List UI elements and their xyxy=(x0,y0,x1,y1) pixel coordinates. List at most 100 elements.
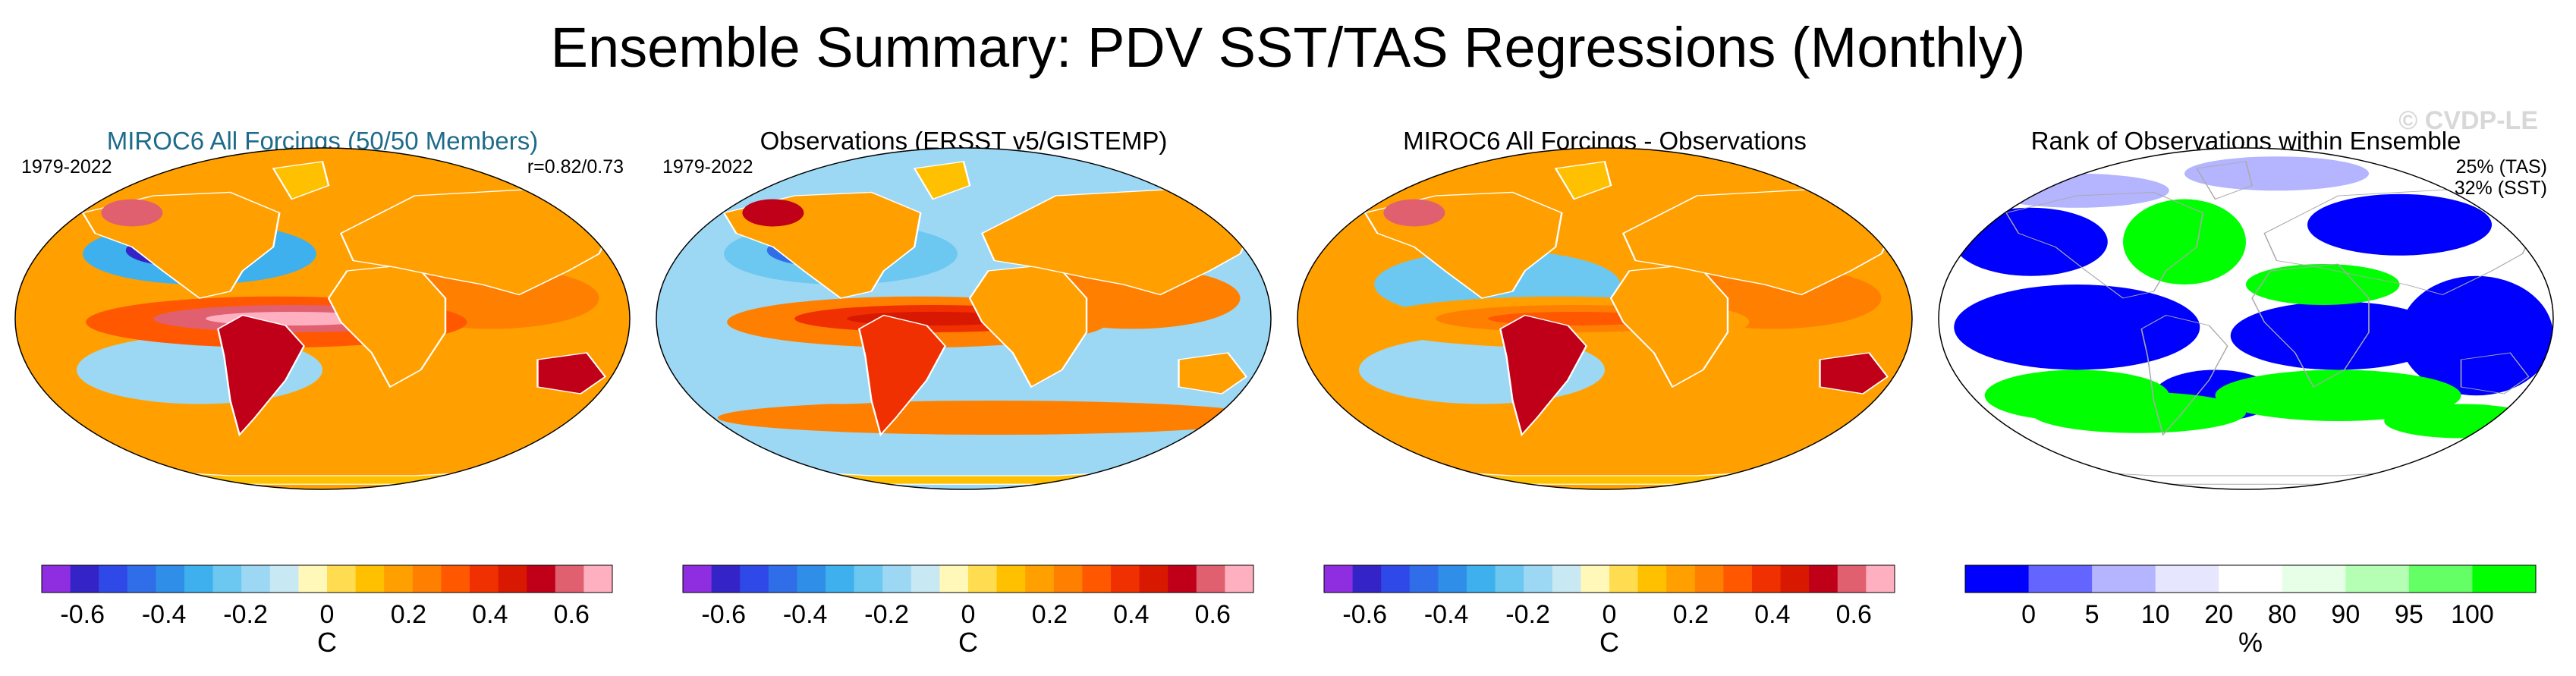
rank-region-8 xyxy=(2215,369,2461,421)
map-outline-3 xyxy=(1938,147,2554,490)
panel-stat-0: r=0.82/0.73 xyxy=(527,156,624,178)
panel-stat-line-3: 25% (TAS) xyxy=(2456,156,2547,178)
colorbar-2-cell xyxy=(1666,565,1696,593)
colorbar-2-cell xyxy=(1438,565,1467,593)
colorbar-2-cell xyxy=(1723,565,1753,593)
colorbar-1-cell xyxy=(854,565,883,593)
coast-greenland xyxy=(2196,161,2253,200)
colorbar-0-cell xyxy=(298,565,328,593)
colorbar-3-cell xyxy=(2345,565,2410,593)
colorbar-0-cell xyxy=(384,565,414,593)
colorbar-1-cell xyxy=(1196,565,1225,593)
colorbar-2-cell xyxy=(1352,565,1382,593)
colorbar-2-cell xyxy=(1409,565,1439,593)
colorbar-3-frame xyxy=(1964,564,2537,593)
colorbar-0-cell xyxy=(555,565,584,593)
continent-australia xyxy=(536,352,607,395)
coast-australia xyxy=(2460,352,2530,395)
continent-africa xyxy=(968,263,1088,388)
colorbar-2-cell xyxy=(1324,565,1354,593)
colorbar-1-tick: -0.4 xyxy=(783,600,828,629)
colorbar-1-tick: 0.6 xyxy=(1195,600,1231,629)
colorbar-2-cell xyxy=(1809,565,1838,593)
alaska-anomaly xyxy=(101,199,163,227)
colorbar-2-tick: 0 xyxy=(1603,600,1617,629)
colorbar-0-cell xyxy=(412,565,442,593)
continent-samerica xyxy=(1499,314,1588,437)
colorbar-0-cell xyxy=(470,565,499,593)
colorbar-2-cell xyxy=(1780,565,1810,593)
coast-namerica xyxy=(2005,192,2204,299)
colorbar-2-cell xyxy=(1467,565,1496,593)
colorbar-0-cell xyxy=(99,565,128,593)
colorbar-2-cell xyxy=(1609,565,1639,593)
coast-africa xyxy=(2251,263,2370,388)
colorbar-1-tick: -0.2 xyxy=(864,600,909,629)
colorbar-0-cell xyxy=(527,565,556,593)
colorbar-2-tick: 0.4 xyxy=(1754,600,1790,629)
colorbar-3-cell xyxy=(2219,565,2283,593)
colorbar-0-cell xyxy=(212,565,242,593)
rank-region-3 xyxy=(1954,207,2108,276)
map-3 xyxy=(1939,148,2553,489)
map-outline-2 xyxy=(1297,147,1913,490)
panel-period-0: 1979-2022 xyxy=(21,156,112,178)
colorbar-2-frame xyxy=(1323,564,1895,593)
colorbar-1-frame xyxy=(682,564,1254,593)
colorbar-0-tick: 0.6 xyxy=(554,600,590,629)
colorbar-1-cell xyxy=(1111,565,1140,593)
colorbar-1-cell xyxy=(939,565,969,593)
colorbar-2-tick: 0.6 xyxy=(1836,600,1872,629)
colorbar-0-cell xyxy=(42,565,71,593)
colorbar-0-cell xyxy=(441,565,470,593)
alaska-anomaly xyxy=(1383,199,1445,227)
colorbar-3-cell xyxy=(2282,565,2346,593)
colorbar-0-unit: C xyxy=(317,627,337,658)
panel-period-1: 1979-2022 xyxy=(662,156,753,178)
colorbar-0-cell xyxy=(156,565,185,593)
continent-africa xyxy=(327,263,447,388)
colorbar-3-tick: 95 xyxy=(2395,600,2423,629)
colorbar-0-cell xyxy=(583,565,613,593)
map-outline-1 xyxy=(656,147,1272,490)
continent-eurasia xyxy=(980,188,1260,296)
colorbar-1-cell xyxy=(826,565,855,593)
colorbar-1-cell xyxy=(968,565,998,593)
colorbar-3-tick: 5 xyxy=(2085,600,2099,629)
map-0 xyxy=(15,148,630,489)
colorbar-2-cell xyxy=(1637,565,1667,593)
colorbar-0-cell xyxy=(327,565,357,593)
colorbar-1-cell xyxy=(711,565,741,593)
colorbar-1-cell xyxy=(768,565,797,593)
colorbar-0-cell xyxy=(355,565,385,593)
colorbar-0-frame xyxy=(41,564,613,593)
colorbar-3-cell xyxy=(2408,565,2473,593)
colorbar-1-cell xyxy=(911,565,940,593)
rank-region-1 xyxy=(2230,301,2446,370)
colorbar-2-cell xyxy=(1752,565,1782,593)
colorbar-1-cell xyxy=(1139,565,1168,593)
rank-region-13 xyxy=(2184,156,2369,191)
colorbar-0-cell xyxy=(498,565,527,593)
continent-eurasia xyxy=(1621,188,1901,296)
colorbar-0-cell xyxy=(70,565,99,593)
colorbar-3-tick: 0 xyxy=(2021,600,2036,629)
continent-samerica xyxy=(858,314,947,437)
continent-greenland xyxy=(1554,161,1612,200)
coast-eurasia xyxy=(2263,188,2542,296)
southern-band xyxy=(718,401,1271,435)
rank-region-11 xyxy=(2384,404,2538,439)
colorbar-3-unit: % xyxy=(2238,627,2263,658)
alaska-anomaly xyxy=(742,199,804,227)
colorbar-2-tick: -0.6 xyxy=(1342,600,1387,629)
colorbar-2-tick: 0.2 xyxy=(1673,600,1709,629)
map-1 xyxy=(656,148,1271,489)
map-2 xyxy=(1297,148,1912,489)
rank-region-12 xyxy=(1984,173,2169,208)
colorbar-3-cell xyxy=(2028,565,2093,593)
colorbar-2-cell xyxy=(1581,565,1610,593)
colorbar-0-tick: 0 xyxy=(320,600,335,629)
coast-samerica xyxy=(2140,314,2228,436)
colorbar-3-tick: 80 xyxy=(2268,600,2297,629)
